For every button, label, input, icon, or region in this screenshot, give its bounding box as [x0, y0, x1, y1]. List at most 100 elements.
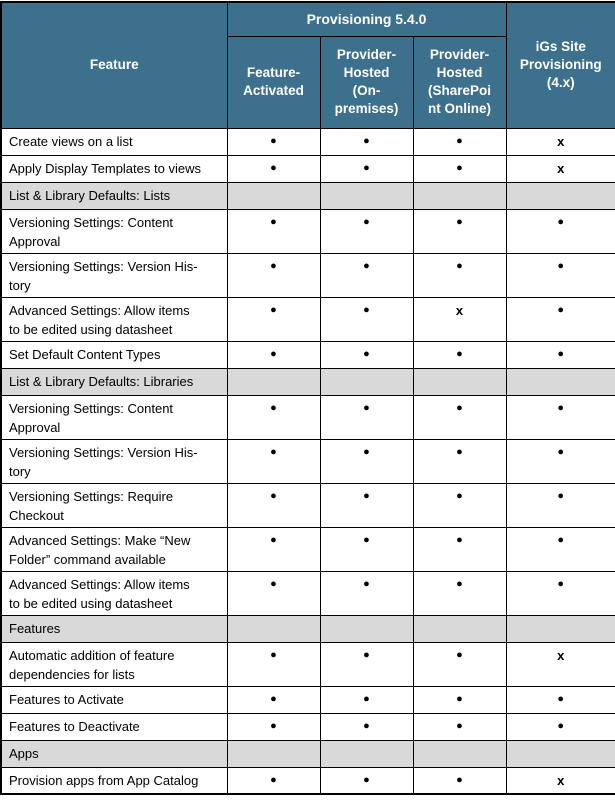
table-body: Create views on a list ● ● ● x Apply Dis… [0, 127, 615, 795]
feature-label: Versioning Settings: Version His- tory [0, 252, 228, 298]
empty-cell [319, 614, 414, 643]
table-row: Advanced Settings: Allow items to be edi… [0, 296, 615, 342]
empty-cell [226, 181, 321, 210]
sub-header-row: Feature- Activated Provider- Hosted (On-… [1, 35, 615, 129]
supported-dot-mark: ● [505, 394, 615, 440]
table-row: Provision apps from App Catalog ● ● ● x [0, 766, 615, 795]
supported-dot-mark: ● [505, 482, 615, 528]
supported-dot-mark: ● [226, 438, 321, 484]
feature-label: Set Default Content Types [0, 340, 228, 369]
feature-label: Advanced Settings: Make “New Folder” com… [0, 526, 228, 572]
empty-cell [226, 367, 321, 396]
supported-dot-mark: ● [226, 296, 321, 342]
supported-dot-mark: ● [319, 208, 414, 254]
feature-label: Apply Display Templates to views [0, 154, 228, 183]
feature-label: Features to Activate [0, 685, 228, 714]
supported-dot-mark: ● [226, 712, 321, 741]
supported-dot-mark: ● [412, 340, 507, 369]
section-row: List & Library Defaults: Lists [0, 181, 615, 210]
table-row: Versioning Settings: Version His- tory ●… [0, 252, 615, 298]
unsupported-x-mark: x [412, 296, 507, 342]
supported-dot-mark: ● [412, 570, 507, 616]
section-label: Apps [0, 739, 228, 768]
group-header-row: Feature Provisioning 5.4.0 iGs Site Prov… [0, 1, 615, 129]
supported-dot-mark: ● [319, 482, 414, 528]
empty-cell [319, 739, 414, 768]
table-row: Versioning Settings: Content Approval ● … [0, 208, 615, 254]
section-row: Apps [0, 739, 615, 768]
table-row: Features to Deactivate ● ● ● ● [0, 712, 615, 741]
table-row: Advanced Settings: Allow items to be edi… [0, 570, 615, 616]
section-row: Features [0, 614, 615, 643]
supported-dot-mark: ● [412, 766, 507, 795]
empty-cell [226, 739, 321, 768]
supported-dot-mark: ● [505, 438, 615, 484]
supported-dot-mark: ● [505, 685, 615, 714]
table-row: Apply Display Templates to views ● ● ● x [0, 154, 615, 183]
supported-dot-mark: ● [505, 208, 615, 254]
supported-dot-mark: ● [412, 712, 507, 741]
table-row: Versioning Settings: Content Approval ● … [0, 394, 615, 440]
supported-dot-mark: ● [505, 252, 615, 298]
supported-dot-mark: ● [505, 296, 615, 342]
supported-dot-mark: ● [226, 766, 321, 795]
table-header: Feature Provisioning 5.4.0 iGs Site Prov… [0, 1, 615, 129]
empty-cell [505, 181, 615, 210]
supported-dot-mark: ● [319, 712, 414, 741]
empty-cell [505, 614, 615, 643]
supported-dot-mark: ● [412, 154, 507, 183]
supported-dot-mark: ● [226, 641, 321, 687]
igs-site-provisioning-column-header: iGs Site Provisioning (4.x) [505, 1, 615, 129]
supported-dot-mark: ● [319, 641, 414, 687]
supported-dot-mark: ● [319, 340, 414, 369]
supported-dot-mark: ● [226, 482, 321, 528]
empty-cell [319, 367, 414, 396]
section-row: List & Library Defaults: Libraries [0, 367, 615, 396]
unsupported-x-mark: x [505, 154, 615, 183]
supported-dot-mark: ● [412, 482, 507, 528]
supported-dot-mark: ● [226, 570, 321, 616]
feature-label: Create views on a list [0, 127, 228, 156]
feature-label: Automatic addition of feature dependenci… [0, 641, 228, 687]
table-row: Versioning Settings: Version His- tory ●… [0, 438, 615, 484]
supported-dot-mark: ● [412, 252, 507, 298]
section-label: Features [0, 614, 228, 643]
empty-cell [412, 614, 507, 643]
table-row: Create views on a list ● ● ● x [0, 127, 615, 156]
provider-hosted-onpremises-column-header: Provider- Hosted (On- premises) [319, 35, 414, 129]
supported-dot-mark: ● [226, 154, 321, 183]
supported-dot-mark: ● [505, 526, 615, 572]
empty-cell [412, 367, 507, 396]
supported-dot-mark: ● [412, 438, 507, 484]
feature-label: Versioning Settings: Content Approval [0, 394, 228, 440]
supported-dot-mark: ● [505, 570, 615, 616]
supported-dot-mark: ● [226, 252, 321, 298]
feature-label: Provision apps from App Catalog [0, 766, 228, 795]
supported-dot-mark: ● [226, 394, 321, 440]
supported-dot-mark: ● [319, 394, 414, 440]
supported-dot-mark: ● [226, 340, 321, 369]
supported-dot-mark: ● [319, 252, 414, 298]
unsupported-x-mark: x [505, 641, 615, 687]
provisioning-group-header: Provisioning 5.4.0 [226, 1, 507, 37]
empty-cell [505, 739, 615, 768]
unsupported-x-mark: x [505, 127, 615, 156]
supported-dot-mark: ● [412, 526, 507, 572]
feature-label: Features to Deactivate [0, 712, 228, 741]
feature-label: Advanced Settings: Allow items to be edi… [0, 296, 228, 342]
feature-column-header: Feature [0, 1, 228, 129]
supported-dot-mark: ● [226, 127, 321, 156]
empty-cell [412, 739, 507, 768]
supported-dot-mark: ● [505, 712, 615, 741]
supported-dot-mark: ● [319, 438, 414, 484]
table-row: Advanced Settings: Make “New Folder” com… [0, 526, 615, 572]
supported-dot-mark: ● [319, 526, 414, 572]
supported-dot-mark: ● [319, 127, 414, 156]
feature-activated-column-header: Feature- Activated [226, 35, 321, 129]
supported-dot-mark: ● [412, 208, 507, 254]
table-row: Automatic addition of feature dependenci… [0, 641, 615, 687]
supported-dot-mark: ● [505, 340, 615, 369]
supported-dot-mark: ● [319, 154, 414, 183]
provider-hosted-sharepoint-online-column-header: Provider- Hosted (SharePoi nt Online) [412, 35, 507, 129]
table-row: Set Default Content Types ● ● ● ● [0, 340, 615, 369]
